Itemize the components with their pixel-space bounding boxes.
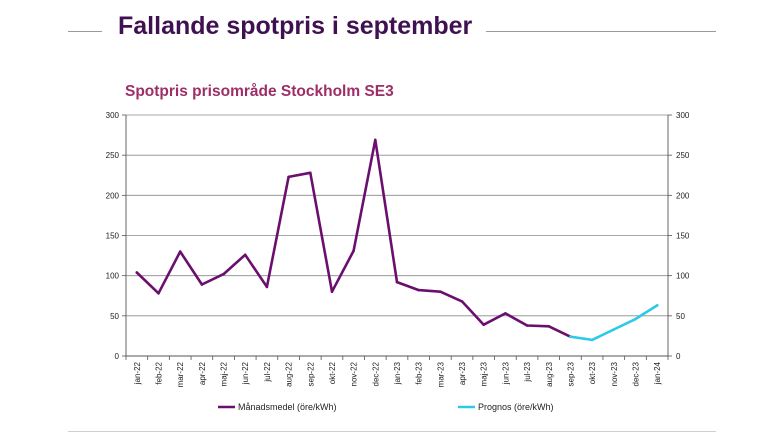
data-point (330, 290, 334, 294)
data-point (178, 250, 182, 253)
data-point (243, 253, 247, 257)
data-point (135, 271, 139, 274)
x-tick-label: jan-22 (133, 361, 142, 385)
x-tick-label: sep-22 (306, 361, 315, 386)
x-tick-label: sep-23 (566, 361, 575, 386)
y-tick-label-right: 300 (676, 111, 690, 120)
x-tick-label: apr-23 (458, 361, 467, 385)
x-tick-label: maj-22 (220, 361, 229, 386)
data-point (504, 312, 507, 315)
x-tick-label: jul-22 (263, 361, 272, 382)
y-tick-label-right: 0 (676, 352, 681, 361)
x-tick-label: jun-22 (241, 361, 250, 385)
data-point (460, 300, 464, 303)
x-tick-label: feb-22 (155, 361, 164, 384)
x-tick-label: okt-23 (588, 361, 597, 384)
x-tick-label: mar-22 (176, 361, 185, 387)
legend-label: Månadsmedel (öre/kWh) (238, 402, 337, 412)
data-point (200, 283, 204, 286)
data-point (287, 175, 290, 179)
y-tick-label-right: 50 (676, 312, 685, 321)
data-point (395, 280, 399, 284)
data-point (309, 171, 312, 175)
data-point (612, 328, 616, 331)
x-tick-label: dec-23 (631, 361, 640, 386)
x-tick-label: aug-23 (545, 361, 554, 386)
data-point (590, 338, 594, 342)
x-tick-label: jan-23 (393, 361, 402, 385)
y-tick-label-left: 250 (106, 151, 120, 160)
x-tick-label: apr-22 (198, 361, 207, 385)
series-line-1 (569, 304, 659, 342)
data-point (482, 323, 486, 327)
data-point (222, 272, 225, 276)
data-point (655, 304, 659, 307)
data-point (417, 288, 421, 292)
header-rule-right (486, 31, 716, 32)
data-point (265, 285, 269, 289)
y-tick-label-right: 150 (676, 232, 690, 241)
y-tick-label-left: 150 (106, 232, 120, 241)
y-tick-label-right: 250 (676, 151, 690, 160)
x-tick-label: aug-22 (285, 361, 294, 386)
data-point (569, 335, 572, 339)
y-tick-label-left: 300 (106, 111, 120, 120)
x-tick-label: jun-23 (501, 361, 510, 385)
x-tick-label: jan-24 (653, 361, 662, 385)
data-point (525, 324, 529, 327)
y-tick-label-right: 200 (676, 191, 690, 200)
data-point (374, 138, 377, 142)
header-rule-left (68, 31, 102, 32)
legend-label: Prognos (öre/kWh) (478, 402, 554, 412)
data-point (547, 325, 551, 328)
data-point (157, 292, 160, 295)
x-tick-label: nov-22 (350, 361, 359, 386)
series-line-0 (135, 138, 572, 338)
footer-rule (68, 431, 716, 432)
page-title: Fallande spotpris i september (118, 12, 473, 40)
data-point (439, 290, 442, 294)
x-tick-label: feb-23 (415, 361, 424, 384)
x-tick-label: mar-23 (436, 361, 445, 387)
data-point (352, 249, 355, 253)
y-tick-label-right: 100 (676, 272, 690, 281)
x-tick-label: nov-23 (610, 361, 619, 386)
y-tick-label-left: 200 (106, 191, 120, 200)
y-tick-label-left: 100 (106, 272, 120, 281)
y-tick-label-left: 0 (115, 352, 120, 361)
x-tick-label: dec-22 (371, 361, 380, 386)
x-tick-label: okt-22 (328, 361, 337, 384)
x-tick-label: maj-23 (480, 361, 489, 386)
x-tick-label: jul-23 (523, 361, 532, 382)
data-point (634, 317, 637, 321)
y-tick-label-left: 50 (110, 312, 119, 321)
chart-title: Spotpris prisområde Stockholm SE3 (125, 83, 394, 100)
